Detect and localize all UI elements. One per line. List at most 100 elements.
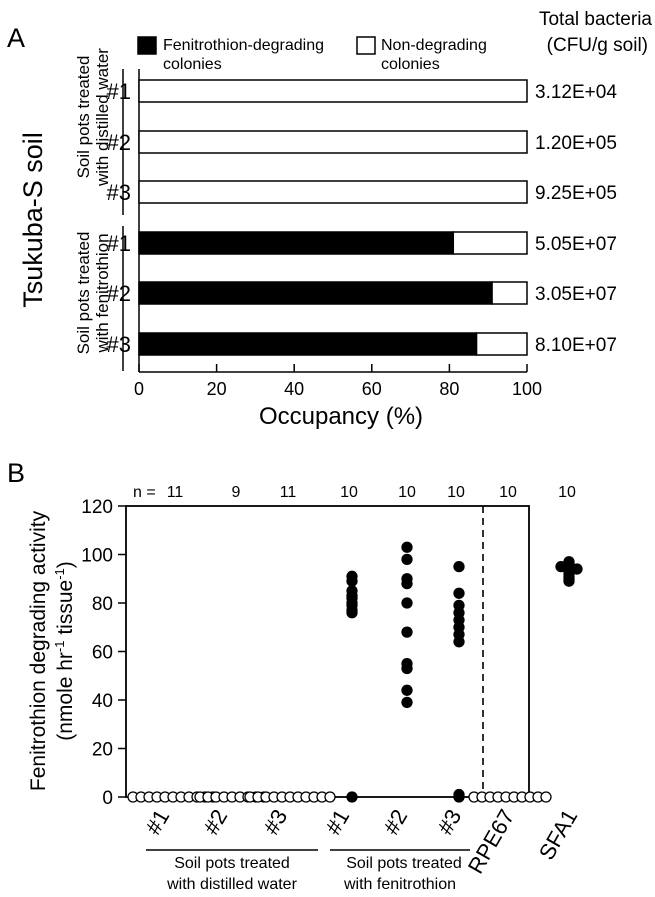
y-tick-label-b-100: 100 [81,546,113,567]
row-labels-a: #1 #2 #3 #1 #2 #3 [107,79,131,357]
bar-a-row4-degrading [138,231,455,255]
panel-a: A Fenitrothion-degrading colonies Non-de… [7,9,652,430]
total-bacteria-header-line2: (CFU/g soil) [547,35,648,56]
data-point-cat6-1 [453,560,465,573]
x-category-label-1: #1 [140,805,174,839]
data-point-cat4-2 [346,575,358,587]
y-tick-label-b-40: 40 [92,691,113,712]
row-label-a-1: #1 [107,79,131,104]
data-point-cat5-8 [401,662,413,675]
data-point-cat3-11 [324,791,336,803]
total-bacteria-values: 3.12E+04 1.20E+05 9.25E+05 5.05E+07 3.05E+07… [535,82,617,356]
y-axis-label-b-line2: (nmole hr-1 tissue-1) [52,561,77,741]
legend-a: Fenitrothion-degrading colonies Non-degr… [137,36,487,73]
n-count-5: 10 [398,484,416,501]
x-tick-label-a-60: 60 [362,379,382,399]
x-ticks-a: 0 20 40 60 80 100 [134,364,542,399]
legend-swatch-nondegrading [356,36,376,55]
group-b2-label-line1: Soil pots treated [346,855,462,872]
bar-a-row5-nondegrading [491,281,528,305]
group-a2-label-line2: with fenitrothion [93,233,112,353]
bar-a-row1-nondegrading [138,79,528,103]
y-tick-label-b-20: 20 [92,740,113,761]
data-point-cat4-10 [346,791,358,803]
x-tick-label-a-80: 80 [439,379,459,399]
n-prefix: n = [133,484,156,501]
n-count-2: 9 [232,484,241,501]
x-category-label-6: #3 [432,805,466,839]
legend-label-nondegrading-line2: colonies [381,56,440,73]
x-category-label-8: SFA1 [534,805,583,864]
x-tick-label-a-20: 20 [207,379,227,399]
x-tick-label-a-100: 100 [512,379,542,399]
x-category-label-2: #2 [198,805,232,839]
bars-a [138,79,528,356]
x-category-label-7: RPE67 [463,805,520,878]
row-label-a-5: #2 [107,281,131,306]
y-axis-label-b-line1: Fenitrothion degrading activity [27,510,50,791]
y-axis-label-b-line2-part1: (nmole hr [54,652,77,741]
n-counts: n = 11 9 11 10 10 10 10 10 [133,484,576,501]
data-point-cat4-9 [346,607,358,619]
total-bacteria-header-line1: Total bacteria [539,9,652,30]
bar-a-row6-degrading [138,332,478,356]
total-bacteria-value-5: 3.05E+07 [535,284,617,305]
total-bacteria-value-4: 5.05E+07 [535,234,617,255]
n-count-4: 10 [340,484,358,501]
n-count-6: 10 [447,484,465,501]
soil-label: Tsukuba-S soil [18,132,48,308]
data-point-cat5-1 [401,541,413,553]
n-count-8: 10 [558,484,576,501]
y-tick-label-b-120: 120 [81,497,113,518]
row-label-a-3: #3 [107,180,131,205]
plot-frame-b [125,505,530,798]
row-label-a-2: #2 [107,130,131,155]
y-tick-label-b-0: 0 [102,788,113,809]
y-axis-label-b-line2-part2: tissue [54,580,77,641]
data-point-cat5-10 [401,696,413,709]
bar-a-row4-nondegrading [452,231,528,255]
data-point-cat5-6 [401,626,413,638]
n-count-7: 10 [499,484,517,501]
legend-label-nondegrading-line1: Non-degrading [381,37,487,54]
data-point-cat5-4 [401,577,413,590]
data-point-cat5-5 [401,597,413,609]
data-point-cat7-10 [540,791,552,803]
data-point-cat6-2 [453,587,465,599]
data-point-cat8-10 [563,575,575,587]
total-bacteria-value-3: 9.25E+05 [535,183,617,204]
total-bacteria-value-1: 3.12E+04 [535,82,617,103]
group-b1-label-line2: with distilled water [166,876,298,893]
y-ticks-b: 0 20 40 60 80 100 120 [81,497,126,809]
x-tick-label-a-0: 0 [134,379,144,399]
group-b1-label-line1: Soil pots treated [174,855,290,872]
legend-label-degrading-line1: Fenitrothion-degrading [163,37,324,54]
total-bacteria-value-6: 8.10E+07 [535,335,617,356]
data-point-cat5-2 [401,553,413,565]
legend-swatch-degrading [137,36,157,55]
panel-b: B Fenitrothion degrading activity (nmole… [7,458,583,893]
total-bacteria-value-2: 1.20E+05 [535,133,617,154]
group-a1-label-line1: Soil pots treated [74,56,93,179]
data-point-cat6-8 [453,636,465,648]
y-axis-label-b-sup1: -1 [52,641,67,653]
panel-a-letter: A [7,23,25,53]
row-label-a-4: #1 [107,231,131,256]
bar-a-row6-nondegrading [475,332,528,356]
bar-a-row3-nondegrading [138,180,528,204]
bar-a-row2-nondegrading [138,130,528,154]
y-tick-label-b-60: 60 [92,643,113,664]
x-category-label-3: #3 [258,805,292,839]
y-tick-label-b-80: 80 [92,594,113,615]
group-a1-label-line2: with distilled water [93,48,112,187]
x-category-label-4: #1 [320,805,354,839]
x-axis-label-a: Occupancy (%) [259,403,423,430]
y-axis-label-b-line2-part3: ) [54,561,77,568]
x-category-label-5: #2 [378,805,412,839]
x-tick-label-a-40: 40 [284,379,304,399]
n-count-3: 11 [280,484,297,501]
bar-a-row5-degrading [138,281,493,305]
panel-b-letter: B [7,458,25,488]
y-axis-label-b-sup2: -1 [52,568,67,580]
